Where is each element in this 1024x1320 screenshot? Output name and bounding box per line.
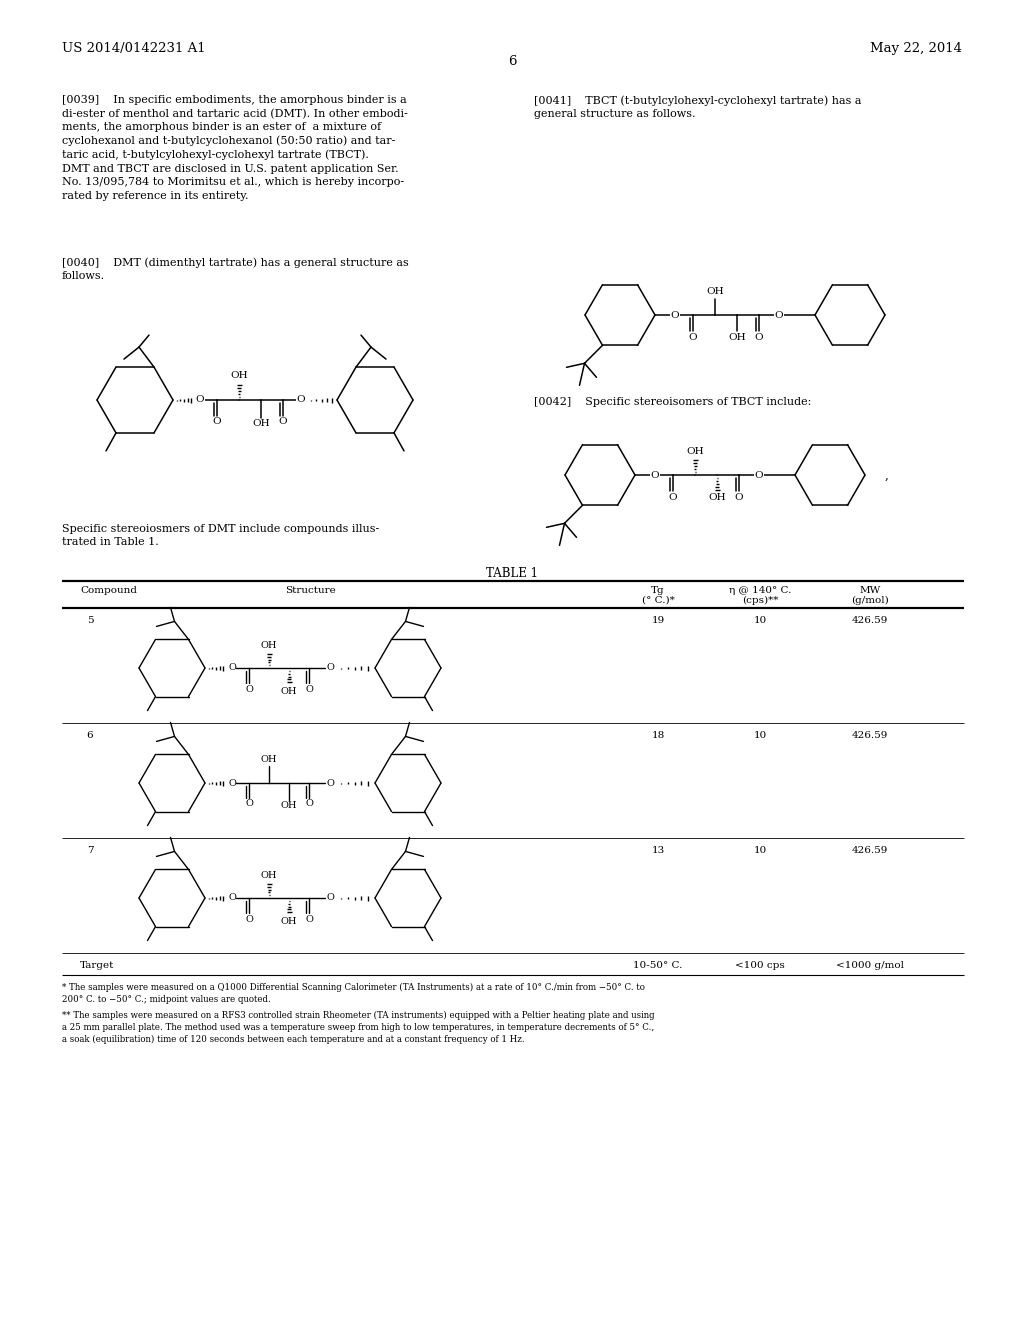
Text: [0040]    DMT (dimenthyl tartrate) has a general structure as
follows.: [0040] DMT (dimenthyl tartrate) has a ge… (62, 257, 409, 281)
Text: (° C.)*: (° C.)* (642, 597, 675, 605)
Text: 10: 10 (754, 616, 767, 624)
Text: 10: 10 (754, 731, 767, 741)
Text: O: O (245, 800, 253, 808)
Text: O: O (245, 915, 253, 924)
Text: O: O (671, 310, 679, 319)
Text: 426.59: 426.59 (852, 846, 888, 855)
Text: η @ 140° C.: η @ 140° C. (729, 586, 792, 595)
Text: <100 cps: <100 cps (735, 961, 784, 970)
Text: OH: OH (281, 916, 297, 925)
Text: O: O (305, 915, 313, 924)
Text: US 2014/0142231 A1: US 2014/0142231 A1 (62, 42, 206, 55)
Text: O: O (297, 396, 305, 404)
Text: OH: OH (230, 371, 248, 380)
Text: OH: OH (252, 420, 269, 429)
Text: [0041]    TBCT (t-butylcylohexyl-cyclohexyl tartrate) has a
general structure as: [0041] TBCT (t-butylcylohexyl-cyclohexyl… (534, 95, 861, 119)
Text: O: O (755, 333, 763, 342)
Text: Tg: Tg (651, 586, 665, 595)
Text: (cps)**: (cps)** (741, 597, 778, 605)
Text: O: O (650, 470, 659, 479)
Text: O: O (305, 685, 313, 693)
Text: O: O (326, 894, 334, 903)
Text: O: O (775, 310, 783, 319)
Text: O: O (305, 800, 313, 808)
Text: O: O (213, 417, 221, 426)
Text: 426.59: 426.59 (852, 616, 888, 624)
Text: MW: MW (859, 586, 881, 595)
Text: 19: 19 (651, 616, 665, 624)
Text: Target: Target (80, 961, 115, 970)
Text: TABLE 1: TABLE 1 (486, 568, 538, 579)
Text: <1000 g/mol: <1000 g/mol (836, 961, 904, 970)
Text: O: O (734, 492, 743, 502)
Text: (g/mol): (g/mol) (851, 597, 889, 605)
Text: OH: OH (261, 640, 278, 649)
Text: O: O (228, 664, 236, 672)
Text: O: O (755, 470, 763, 479)
Text: OH: OH (281, 801, 297, 810)
Text: ** The samples were measured on a RFS3 controlled strain Rheometer (TA instrumen: ** The samples were measured on a RFS3 c… (62, 1011, 654, 1044)
Text: 10-50° C.: 10-50° C. (633, 961, 683, 970)
Text: OH: OH (261, 870, 278, 879)
Text: 6: 6 (87, 731, 93, 741)
Text: 426.59: 426.59 (852, 731, 888, 741)
Text: Structure: Structure (285, 586, 336, 595)
Text: O: O (245, 685, 253, 693)
Text: O: O (689, 333, 697, 342)
Text: 18: 18 (651, 731, 665, 741)
Text: OH: OH (728, 334, 745, 342)
Text: 7: 7 (87, 846, 93, 855)
Text: OH: OH (686, 447, 703, 457)
Text: O: O (326, 779, 334, 788)
Text: OH: OH (707, 288, 724, 297)
Text: 6: 6 (508, 55, 516, 69)
Text: O: O (228, 779, 236, 788)
Text: OH: OH (709, 494, 726, 503)
Text: May 22, 2014: May 22, 2014 (870, 42, 962, 55)
Text: [0042]    Specific stereoisomers of TBCT include:: [0042] Specific stereoisomers of TBCT in… (534, 397, 811, 407)
Text: O: O (196, 396, 205, 404)
Text: O: O (326, 664, 334, 672)
Text: 5: 5 (87, 616, 93, 624)
Text: [0039]    In specific embodiments, the amorphous binder is a
di-ester of menthol: [0039] In specific embodiments, the amor… (62, 95, 408, 201)
Text: * The samples were measured on a Q1000 Differential Scanning Calorimeter (TA Ins: * The samples were measured on a Q1000 D… (62, 983, 645, 1005)
Text: Compound: Compound (80, 586, 137, 595)
Text: 10: 10 (754, 846, 767, 855)
Text: ,: , (885, 469, 889, 482)
Text: OH: OH (281, 686, 297, 696)
Text: O: O (669, 492, 677, 502)
Text: 13: 13 (651, 846, 665, 855)
Text: O: O (279, 417, 288, 426)
Text: Specific stereoiosmers of DMT include compounds illus-
trated in Table 1.: Specific stereoiosmers of DMT include co… (62, 524, 379, 548)
Text: O: O (228, 894, 236, 903)
Text: OH: OH (261, 755, 278, 764)
